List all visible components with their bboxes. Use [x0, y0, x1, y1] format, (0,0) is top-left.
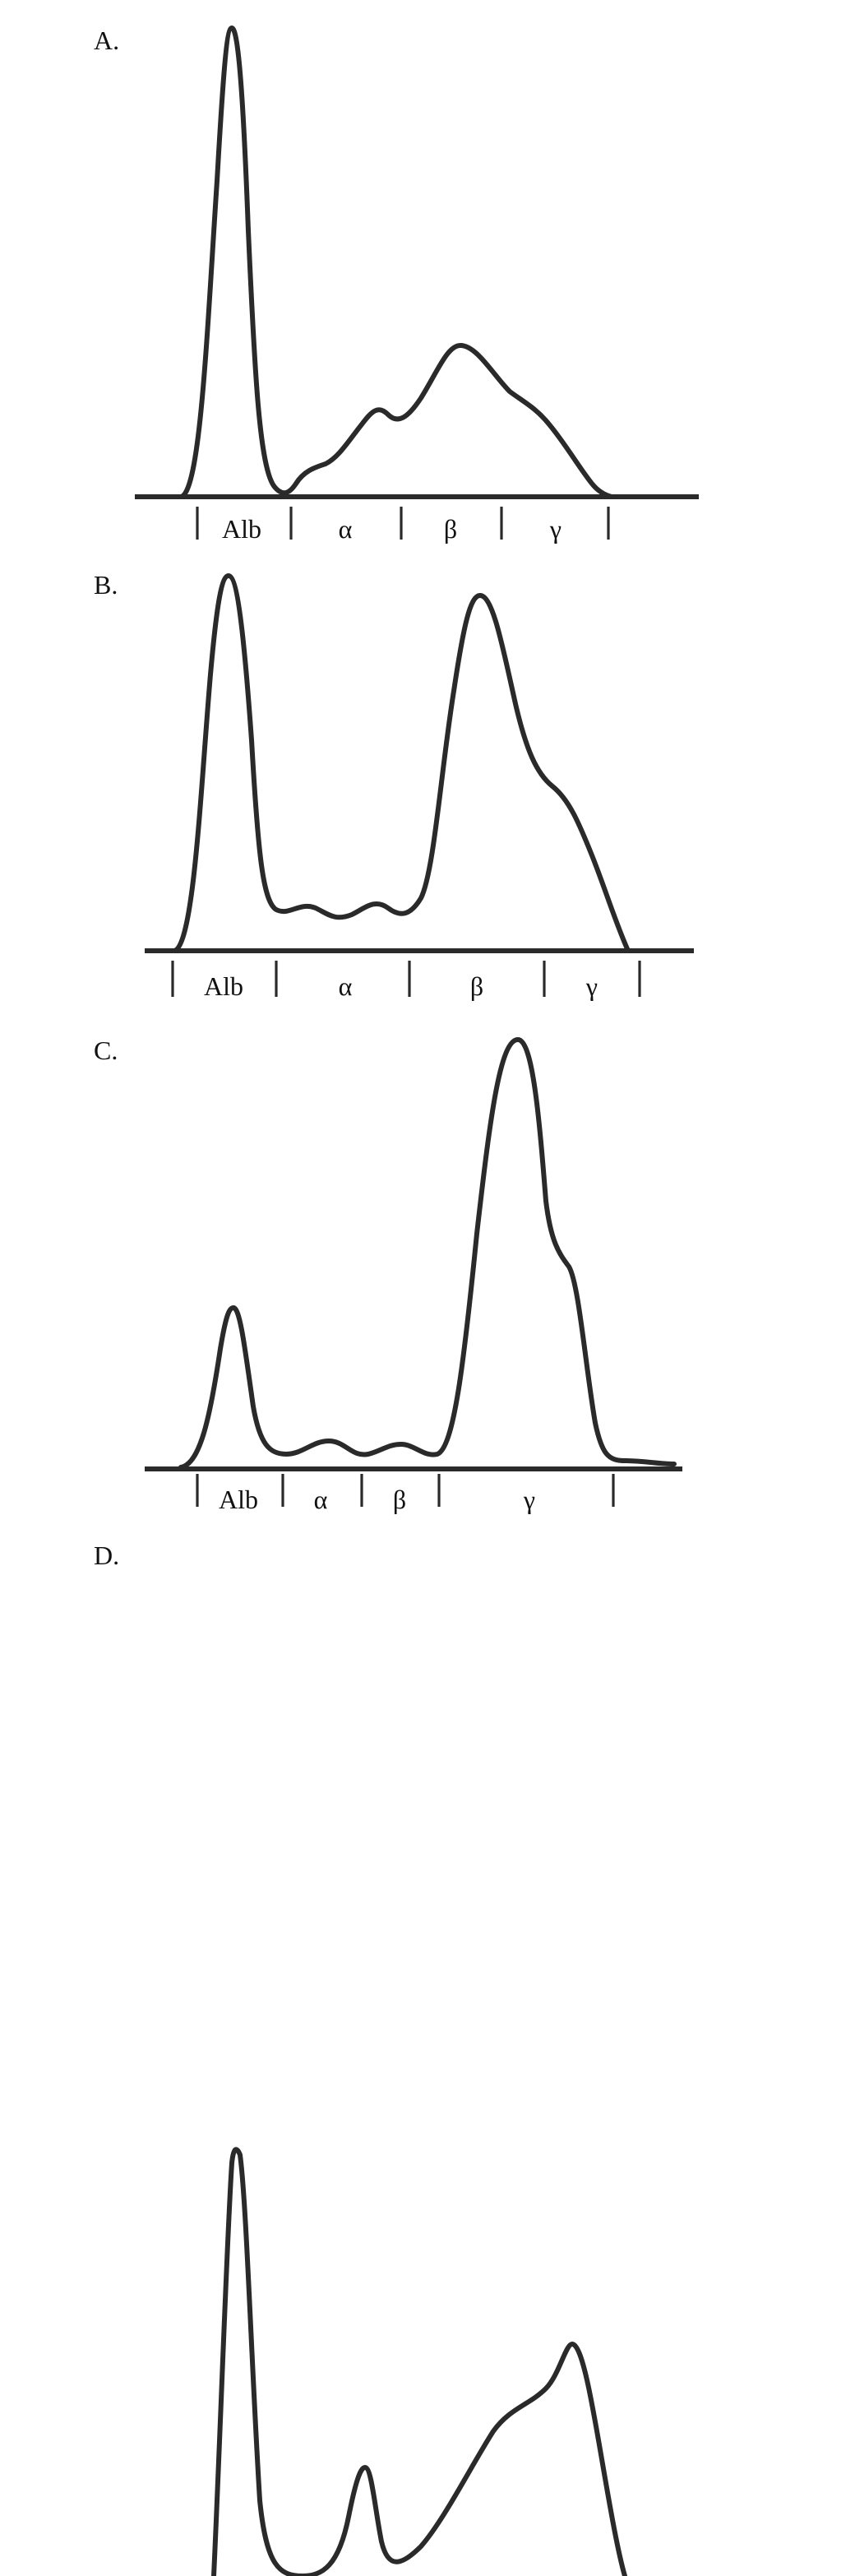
curve: [211, 2147, 627, 2576]
panel-label: C.: [94, 1035, 118, 1065]
segment-ticks: [196, 507, 610, 540]
segment-label: γ: [549, 514, 562, 544]
curve: [178, 1037, 677, 1470]
panel-label: B.: [94, 570, 118, 600]
panel-d: D.: [94, 1541, 627, 2576]
segment-label: Alb: [219, 1485, 258, 1514]
curve: [178, 25, 614, 499]
segment-label: β: [470, 971, 483, 1001]
segment-label: Alb: [204, 971, 243, 1001]
panel-c: C. Alb α β γ: [94, 1035, 682, 1514]
segment-label: γ: [585, 971, 598, 1001]
segment-ticks: [171, 961, 641, 997]
segment-label: Alb: [222, 514, 261, 544]
segment-label: β: [444, 514, 457, 544]
segment-label: α: [314, 1485, 328, 1514]
segment-ticks: [196, 1474, 615, 1507]
segment-label: γ: [523, 1485, 535, 1514]
panel-a: A. Alb α β γ: [94, 25, 699, 544]
panel-label: D.: [94, 1541, 119, 1570]
segment-label: β: [393, 1485, 406, 1514]
panel-label: A.: [94, 25, 119, 55]
segment-label: α: [339, 514, 353, 544]
segment-label: α: [339, 971, 353, 1001]
panel-b: B. Alb α β γ: [94, 570, 694, 1001]
curve: [172, 573, 631, 953]
